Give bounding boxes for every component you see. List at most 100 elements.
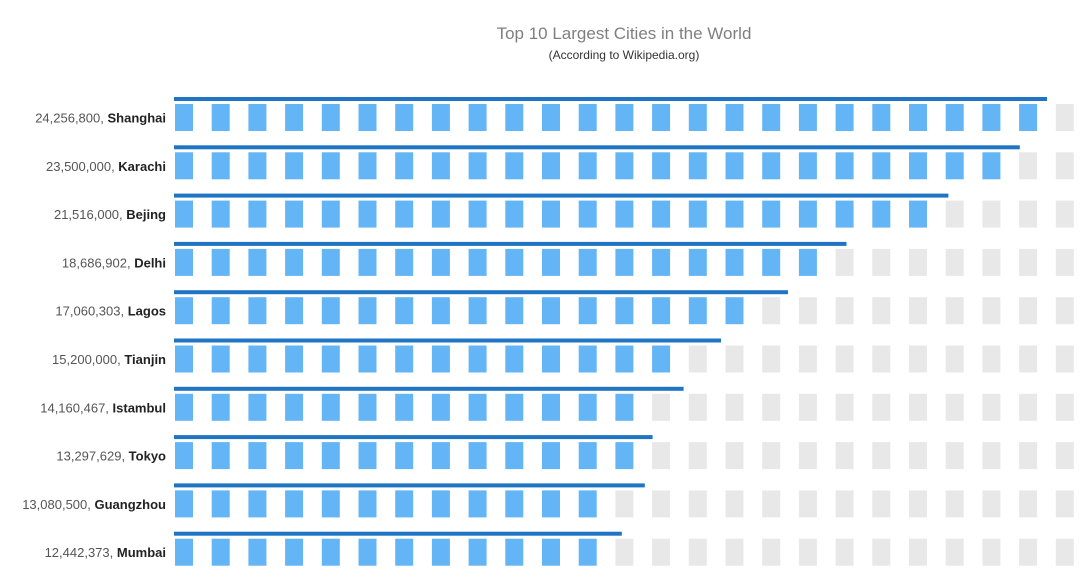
unit-tile-filled [175,442,193,470]
unit-tile-filled [248,442,267,470]
unit-tile-filled [248,297,267,325]
bar-line-mumbai[interactable] [174,531,622,536]
unit-tile-empty [762,297,781,325]
unit-tile-empty [872,393,891,421]
unit-tile-empty [1019,393,1038,421]
unit-tile-empty [945,442,964,470]
category-value-label: 12,442,373, [45,545,117,560]
unit-tile-empty [982,297,1001,325]
unit-tile-filled [982,104,1001,131]
unit-tile-filled [615,393,634,421]
unit-tile-empty [1055,297,1074,325]
unit-tile-empty [909,538,927,566]
unit-tile-filled [395,393,414,421]
unit-tile-filled [468,152,487,180]
unit-tile-filled [615,297,634,325]
unit-tile-filled [542,104,560,131]
unit-tile-filled [688,248,707,276]
unit-tile-empty [1055,248,1074,276]
unit-tile-filled [1019,104,1038,131]
unit-tile-filled [321,442,340,470]
unit-tile-filled [578,200,597,228]
unit-tile-filled [542,442,560,470]
bar-line-tianjin[interactable] [174,338,721,343]
unit-tile-filled [505,345,524,373]
unit-tile-filled [285,442,304,470]
category-city-label: Istambul [113,400,166,415]
unit-tile-filled [211,538,230,566]
category-label-karachi: 23,500,000, Karachi [46,159,166,174]
unit-tile-empty [1019,490,1038,518]
unit-tile-empty [1055,104,1074,131]
category-value-label: 13,080,500, [22,497,94,512]
unit-tile-filled [872,200,891,228]
unit-tile-filled [835,200,854,228]
unit-tile-empty [1019,248,1038,276]
unit-tile-filled [358,104,377,131]
unit-tile-empty [798,393,817,421]
unit-tile-filled [175,104,193,131]
unit-tile-empty [982,490,1001,518]
unit-tile-filled [725,248,744,276]
unit-tile-filled [358,393,377,421]
unit-tile-empty [835,297,854,325]
unit-tile-filled [578,442,597,470]
unit-tile-filled [395,152,414,180]
unit-tile-empty [909,442,927,470]
unit-tile-filled [725,104,744,131]
unit-tile-empty [798,538,817,566]
unit-tile-filled [615,200,634,228]
unit-tile-empty [725,345,744,373]
unit-tile-filled [175,200,193,228]
unit-tile-filled [542,200,560,228]
category-city-label: Guangzhou [95,497,167,512]
unit-tile-empty [982,345,1001,373]
unit-tile-empty [798,490,817,518]
category-city-label: Lagos [128,304,166,319]
bar-line-shanghai[interactable] [174,97,1047,101]
unit-tile-filled [211,104,230,131]
unit-tile-empty [1019,538,1038,566]
category-value-label: 23,500,000, [46,159,118,174]
unit-tile-filled [542,297,560,325]
unit-tile-filled [835,104,854,131]
unit-tile-filled [982,152,1001,180]
unit-tile-filled [468,200,487,228]
category-label-istambul: 14,160,467, Istambul [40,400,166,415]
unit-tile-filled [248,248,267,276]
unit-tile-filled [615,442,634,470]
unit-tile-filled [542,538,560,566]
category-city-label: Delhi [134,255,166,270]
bar-line-istambul[interactable] [174,386,684,391]
unit-tile-filled [321,248,340,276]
unit-tile-empty [652,538,671,566]
bar-line-bejing[interactable] [174,193,949,198]
unit-tile-filled [578,152,597,180]
unit-tile-filled [321,538,340,566]
unit-tile-empty [945,248,964,276]
unit-tile-empty [1055,200,1074,228]
unit-tile-filled [725,152,744,180]
unit-tile-filled [615,248,634,276]
unit-tile-filled [835,152,854,180]
unit-tile-filled [909,152,927,180]
unit-tile-filled [578,297,597,325]
bar-line-karachi[interactable] [174,145,1020,150]
category-value-label: 15,200,000, [52,352,124,367]
unit-tile-filled [175,152,193,180]
unit-tile-empty [1055,393,1074,421]
unit-tile-filled [468,538,487,566]
unit-tile-empty [945,345,964,373]
unit-tile-filled [505,490,524,518]
bar-line-tokyo[interactable] [174,435,653,440]
unit-tile-filled [505,200,524,228]
bar-line-guangzhou[interactable] [174,483,645,488]
unit-tile-empty [835,248,854,276]
category-label-tokyo: 13,297,629, Tokyo [56,449,166,464]
unit-tile-filled [909,104,927,131]
bar-line-lagos[interactable] [174,290,788,295]
unit-tile-filled [431,248,450,276]
bar-line-delhi[interactable] [174,241,847,246]
unit-tile-filled [468,393,487,421]
unit-tile-empty [688,538,707,566]
